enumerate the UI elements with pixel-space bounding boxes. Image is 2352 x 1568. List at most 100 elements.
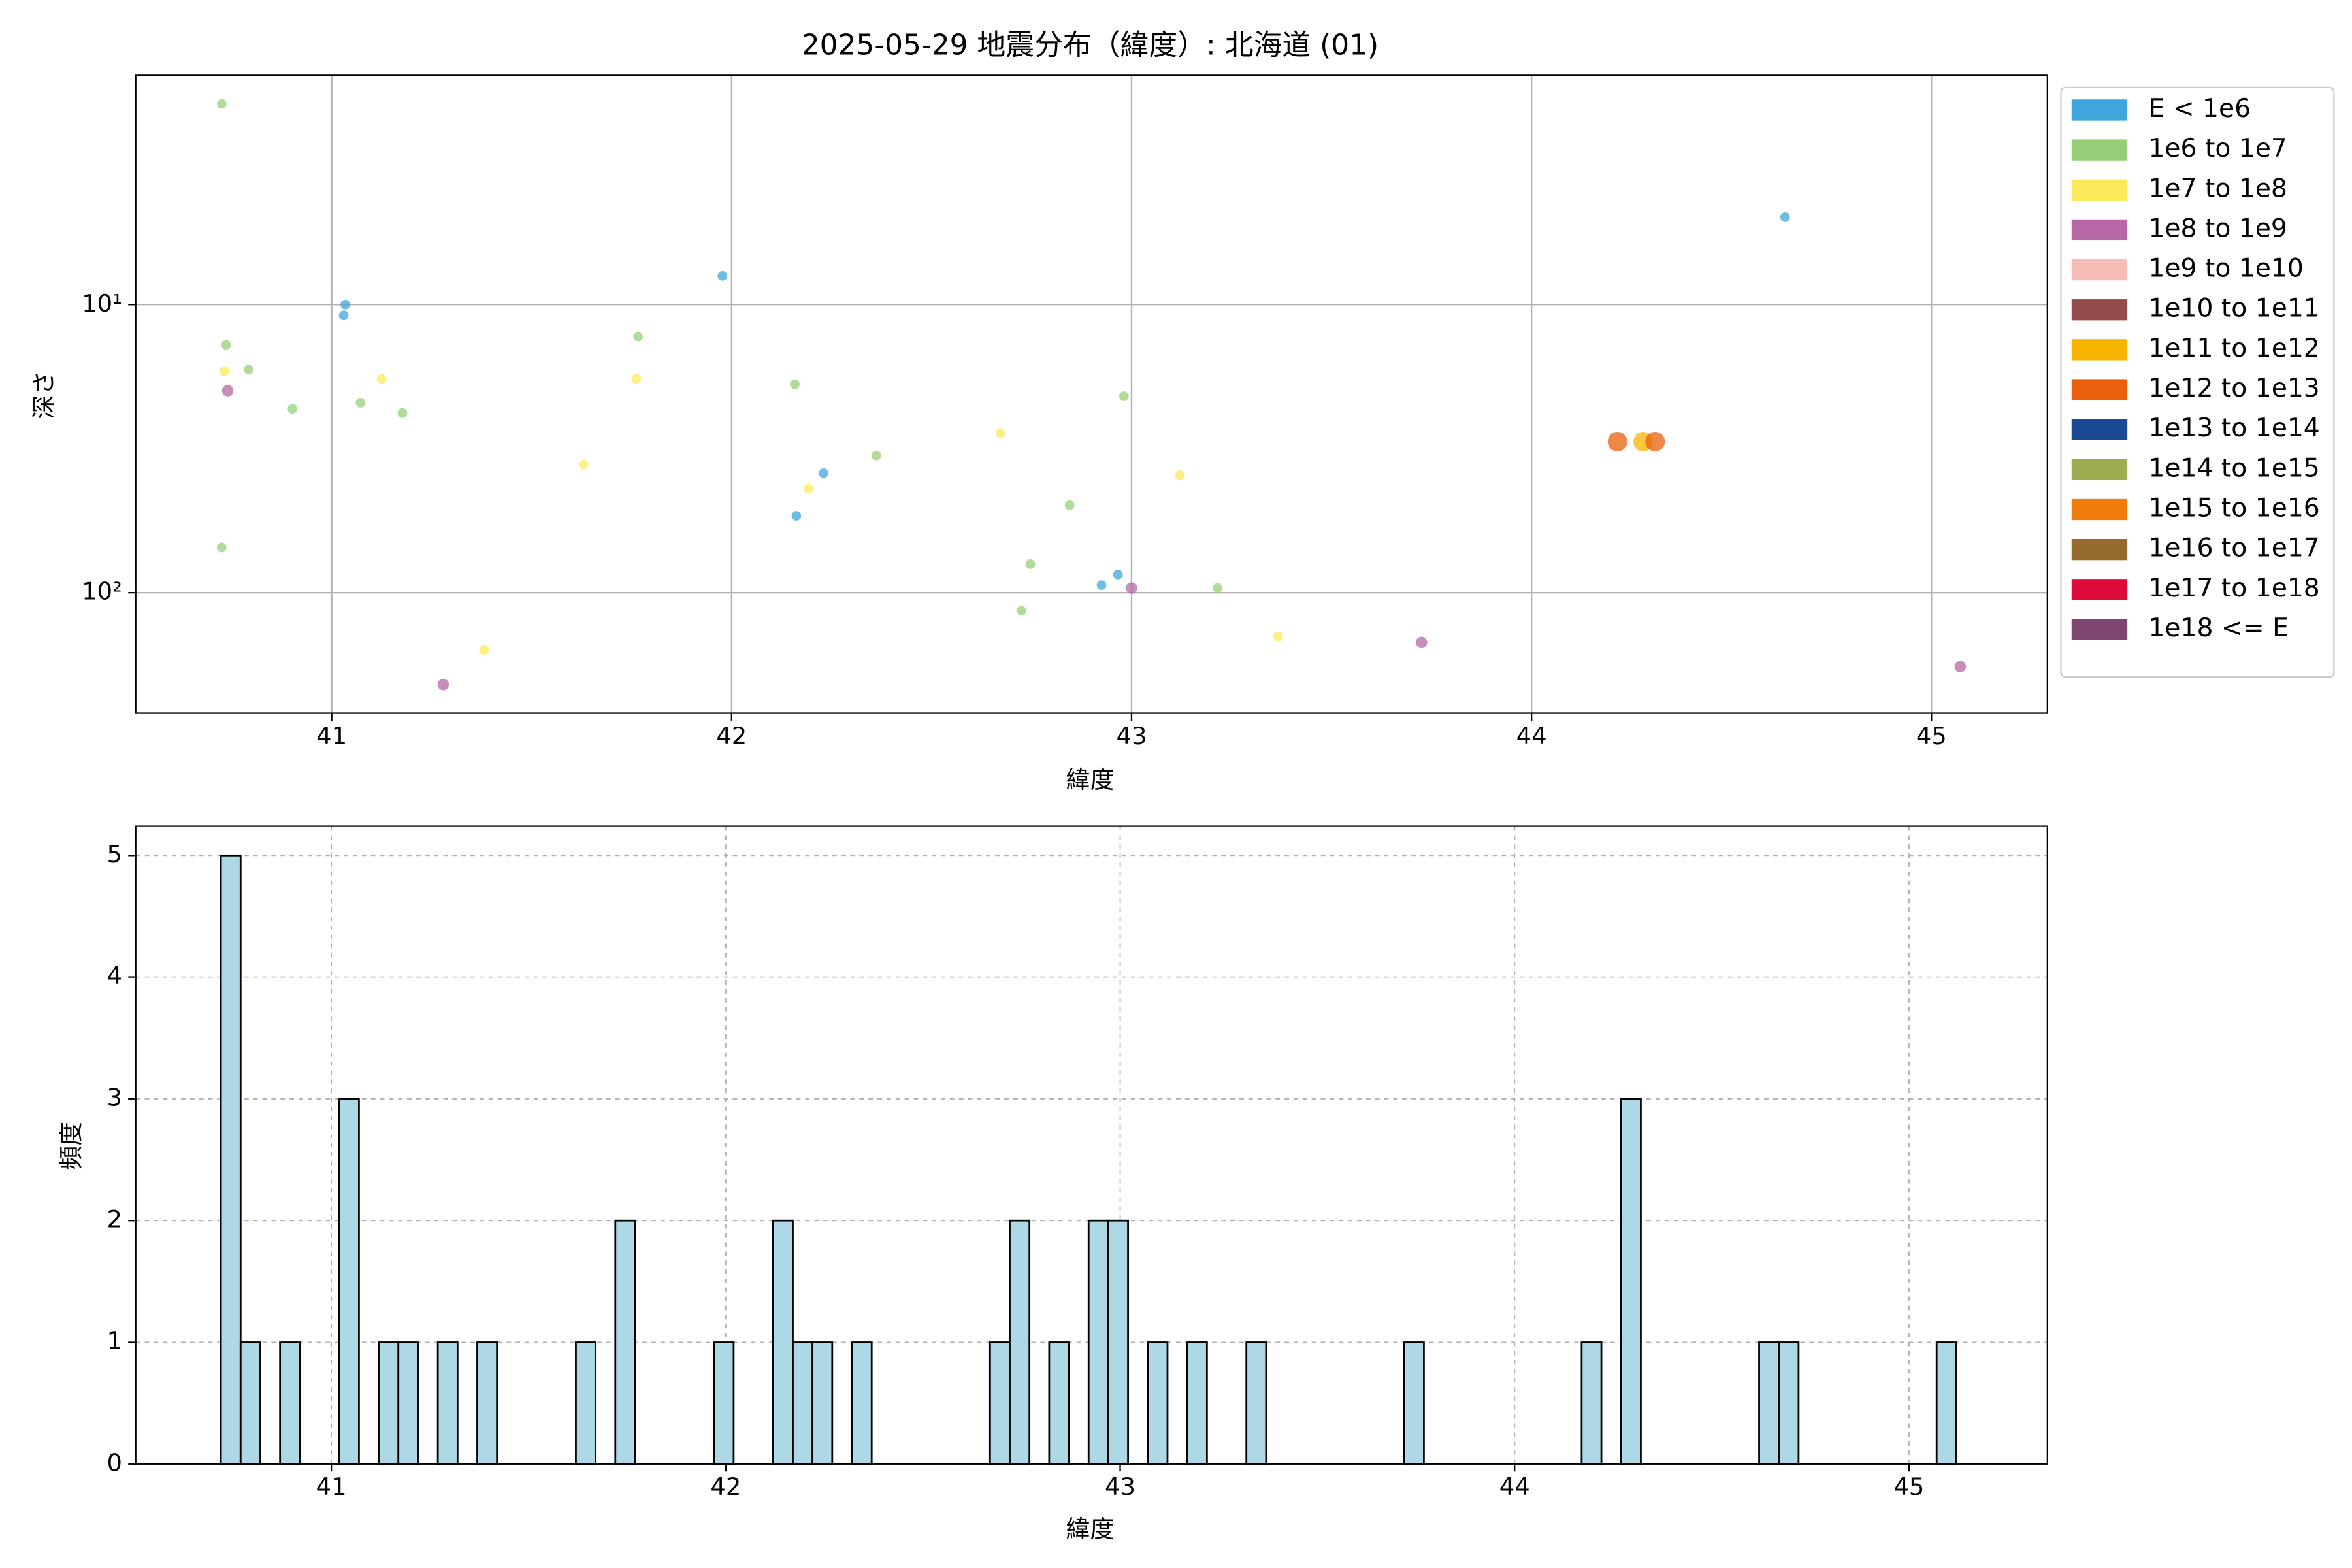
histogram-bar: [239, 1341, 261, 1465]
scatter-point: [243, 365, 253, 374]
histogram-bar: [1147, 1341, 1169, 1465]
scatter-point: [221, 385, 234, 397]
scatter-point: [1017, 606, 1027, 616]
histogram-bar: [988, 1341, 1011, 1465]
legend-swatch: [2071, 579, 2128, 600]
x-tick-label: 43: [1117, 722, 1147, 750]
histogram-bar: [378, 1341, 400, 1465]
scatter-point: [1213, 583, 1222, 593]
legend-label: 1e12 to 1e13: [2148, 374, 2319, 403]
legend-label: E < 1e6: [2148, 94, 2251, 123]
scatter-point: [287, 404, 298, 414]
x-axis-label: 緯度: [1066, 1515, 1115, 1543]
scatter-point: [376, 374, 387, 384]
histogram-bar: [279, 1341, 301, 1465]
legend-box: [2060, 86, 2335, 678]
x-tick-label: 42: [716, 722, 747, 750]
legend-swatch: [2071, 99, 2128, 121]
scatter-point: [216, 542, 227, 553]
legend-label: 1e10 to 1e11: [2148, 294, 2319, 323]
scatter-point: [479, 645, 489, 655]
legend-swatch: [2071, 619, 2128, 640]
histogram-bar: [614, 1219, 636, 1465]
scatter-point: [578, 459, 589, 470]
scatter-point: [1645, 431, 1665, 451]
legend-label: 1e15 to 1e16: [2148, 494, 2319, 523]
legend-label: 1e17 to 1e18: [2148, 574, 2319, 603]
scatter-point: [1113, 569, 1123, 580]
histogram-bar: [792, 1341, 814, 1465]
legend-label: 1e7 to 1e8: [2148, 174, 2287, 203]
legend-swatch: [2071, 419, 2128, 440]
y-tick-label: 4: [106, 962, 122, 990]
legend-swatch: [2071, 299, 2128, 321]
scatter-point: [803, 483, 813, 494]
legend-swatch: [2071, 259, 2128, 281]
y-axis-label: 頻度: [57, 1122, 85, 1170]
legend-swatch: [2071, 379, 2128, 400]
legend-label: 1e8 to 1e9: [2148, 214, 2287, 243]
scatter-point: [437, 679, 449, 691]
histogram-bar: [1009, 1219, 1031, 1465]
histogram-bar: [1107, 1219, 1129, 1465]
scatter-point: [1119, 391, 1129, 401]
legend-label: 1e13 to 1e14: [2148, 414, 2319, 443]
x-tick-label: 42: [710, 1473, 741, 1501]
scatter-point: [216, 99, 227, 109]
scatter-point: [633, 331, 643, 342]
histogram-bar: [476, 1341, 498, 1465]
histogram-bar: [1048, 1341, 1070, 1465]
scatter-point: [1780, 212, 1790, 222]
x-tick-label: 41: [316, 1473, 347, 1501]
scatter-point: [791, 511, 802, 521]
y-axis-label: 深さ: [30, 371, 58, 419]
histogram-bar: [436, 1341, 459, 1465]
legend-label: 1e16 to 1e17: [2148, 534, 2319, 563]
axes-frame: [135, 825, 2048, 1465]
histogram-bar: [1758, 1341, 1780, 1465]
histogram-bar: [220, 854, 242, 1465]
scatter-point: [819, 468, 829, 478]
scatter-point: [1273, 631, 1283, 642]
scatter-point: [790, 379, 800, 389]
histogram-bar: [1245, 1341, 1267, 1465]
scatter-point: [221, 340, 231, 350]
scatter-point: [1096, 580, 1107, 591]
legend-label: 1e6 to 1e7: [2148, 134, 2287, 163]
y-tick-label: 2: [106, 1205, 122, 1233]
legend-swatch: [2071, 219, 2128, 241]
legend-swatch: [2071, 498, 2128, 521]
scatter-point: [717, 270, 728, 281]
scatter-point: [355, 397, 366, 408]
y-tick-label: 1: [106, 1327, 122, 1355]
scatter-point: [872, 450, 881, 461]
x-tick-label: 44: [1516, 722, 1547, 750]
histogram-bar: [1403, 1341, 1425, 1465]
scatter-point: [397, 408, 408, 418]
chart-title: 2025-05-29 地震分布（緯度）: 北海道 (01): [802, 29, 1379, 62]
scatter-point: [1416, 636, 1428, 649]
scatter-point: [1064, 500, 1075, 510]
histogram-bar: [713, 1341, 735, 1465]
y-tick-label: 10¹: [82, 289, 122, 318]
y-tick-label: 5: [106, 840, 122, 868]
legend-swatch: [2071, 139, 2128, 161]
legend-label: 1e14 to 1e15: [2148, 453, 2319, 483]
x-tick-label: 43: [1105, 1473, 1135, 1501]
histogram-bar: [1087, 1219, 1109, 1465]
legend-swatch: [2071, 339, 2128, 361]
histogram-bar: [397, 1341, 419, 1465]
histogram-bar: [1186, 1341, 1208, 1465]
histogram-bar: [1935, 1341, 1957, 1465]
x-tick-label: 45: [1893, 1473, 1924, 1501]
scatter-point: [1025, 559, 1036, 569]
histogram-bar: [1778, 1341, 1800, 1465]
scatter-point: [1607, 431, 1627, 451]
histogram-bar: [811, 1341, 834, 1465]
y-tick-label: 10²: [82, 578, 122, 606]
histogram-bar: [338, 1098, 360, 1465]
y-tick-label: 0: [106, 1448, 122, 1477]
histogram-bar: [1620, 1098, 1642, 1465]
